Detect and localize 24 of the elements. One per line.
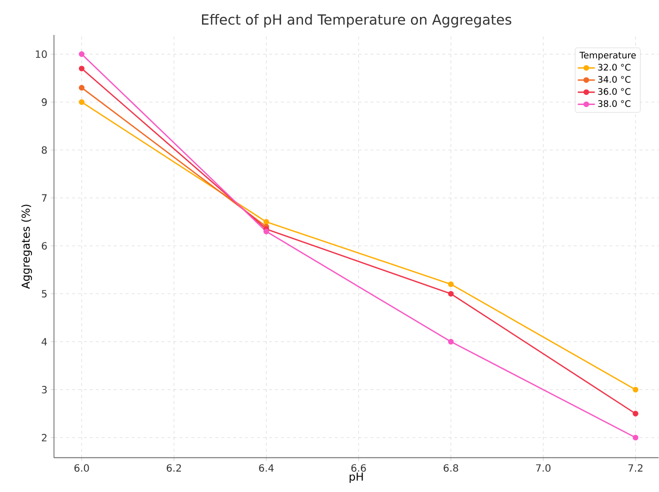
legend-title: Temperature: [579, 52, 636, 60]
legend-label: 38.0 °C: [598, 100, 630, 108]
y-tick-label: 6: [42, 242, 47, 250]
x-tick-label: 6.2: [166, 464, 181, 472]
x-tick-label: 7.0: [536, 464, 550, 472]
y-tick-label: 10: [36, 50, 47, 58]
y-tick-label: 2: [42, 434, 46, 442]
x-tick-label: 6.0: [74, 464, 89, 472]
legend-label: 34.0 °C: [598, 76, 630, 83]
y-tick-label: 4: [42, 338, 47, 346]
x-tick-label: 6.4: [259, 464, 274, 472]
x-axis-title: pH: [350, 472, 363, 484]
x-tick-label: 6.8: [444, 464, 458, 472]
x-tick-label: 7.2: [628, 464, 642, 472]
y-tick-label: 3: [42, 386, 47, 394]
x-tick-label: 6.6: [351, 464, 366, 472]
legend-label: 32.0 °C: [598, 64, 630, 71]
y-tick-label: 9: [42, 98, 47, 106]
legend-label: 36.0 °C: [598, 88, 630, 96]
y-tick-label: 8: [42, 146, 47, 154]
y-axis-title: Aggregates (%): [21, 204, 32, 290]
y-tick-label: 5: [42, 290, 47, 298]
chart-title: Effect of pH and Temperature on Aggregates: [202, 14, 512, 28]
y-tick-label: 7: [42, 194, 47, 202]
